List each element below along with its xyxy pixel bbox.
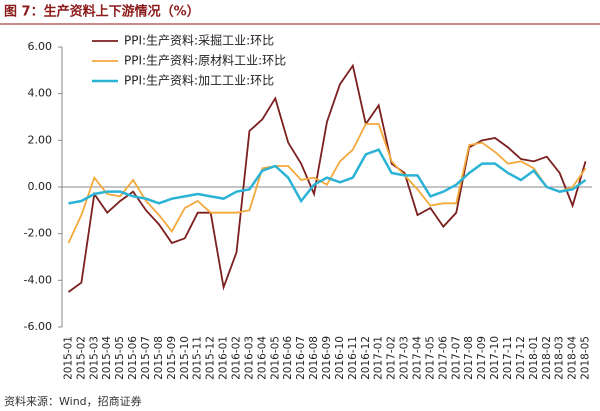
y-tick-label: 2.00 [28, 133, 53, 146]
x-tick-label: 2017-08 [463, 336, 475, 380]
series-line [67, 123, 587, 244]
x-tick-label: 2015-08 [153, 336, 165, 380]
x-tick-label: 2015-07 [140, 336, 152, 380]
y-tick-label: 0.00 [28, 180, 53, 193]
legend-label: PPI:生产资料:原材料工业:环比 [124, 54, 286, 68]
x-tick-label: 2016-02 [231, 336, 243, 380]
x-tick-label: 2017-07 [450, 336, 462, 380]
x-tick-label: 2016-09 [321, 336, 333, 380]
series-line [67, 63, 587, 293]
x-tick-label: 2018-01 [528, 336, 540, 380]
x-tick-label: 2015-01 [62, 336, 74, 380]
x-tick-label: 2015-04 [101, 336, 113, 380]
x-tick-label: 2016-01 [218, 336, 230, 380]
y-tick-label: 6.00 [28, 40, 53, 53]
x-tick-label: 2017-05 [424, 336, 436, 380]
x-tick-label: 2017-02 [386, 336, 398, 380]
x-tick-label: 2015-12 [205, 336, 217, 380]
x-tick-label: 2017-03 [399, 336, 411, 380]
x-tick-label: 2016-11 [347, 336, 359, 380]
y-tick-label: 4.00 [28, 87, 53, 100]
x-tick-label: 2016-07 [295, 336, 307, 380]
x-tick-label: 2017-04 [411, 336, 423, 380]
x-tick-label: 2016-10 [334, 336, 346, 380]
x-tick-label: 2017-11 [502, 336, 514, 380]
x-tick-label: 2017-10 [489, 336, 501, 380]
series-line [68, 148, 587, 205]
x-tick-label: 2017-09 [476, 336, 488, 380]
x-tick-label: 2016-06 [282, 336, 294, 380]
x-tick-label: 2018-03 [554, 336, 566, 380]
x-tick-label: 2016-08 [308, 336, 320, 380]
source-note: 资料来源：Wind，招商证券 [4, 394, 142, 408]
x-tick-label: 2015-09 [166, 336, 178, 380]
x-tick-label: 2016-05 [269, 336, 281, 380]
legend-label: PPI:生产资料:加工工业:环比 [124, 74, 274, 88]
x-tick-label: 2017-12 [515, 336, 527, 380]
x-tick-label: 2018-04 [567, 336, 579, 380]
x-tick-label: 2017-01 [373, 336, 385, 380]
chart-title: 图 7：生产资料上下游情况（%） [4, 4, 200, 20]
legend-label: PPI:生产资料:采掘工业:环比 [124, 33, 274, 48]
x-tick-label: 2016-03 [243, 336, 255, 380]
x-tick-label: 2018-02 [541, 336, 553, 380]
x-tick-label: 2015-02 [75, 336, 87, 380]
x-tick-label: 2015-11 [192, 336, 204, 380]
x-tick-label: 2018-05 [580, 336, 592, 380]
x-tick-label: 2015-06 [127, 336, 139, 380]
y-tick-label: -4.00 [24, 273, 52, 286]
x-tick-label: 2016-12 [360, 336, 372, 380]
x-tick-label: 2016-04 [256, 336, 268, 380]
y-tick-label: -6.00 [24, 320, 52, 333]
y-tick-label: -2.00 [24, 227, 52, 240]
x-tick-label: 2015-10 [179, 336, 191, 380]
x-tick-label: 2015-05 [114, 336, 126, 380]
x-tick-label: 2015-03 [88, 336, 100, 380]
x-tick-label: 2017-06 [437, 336, 449, 380]
